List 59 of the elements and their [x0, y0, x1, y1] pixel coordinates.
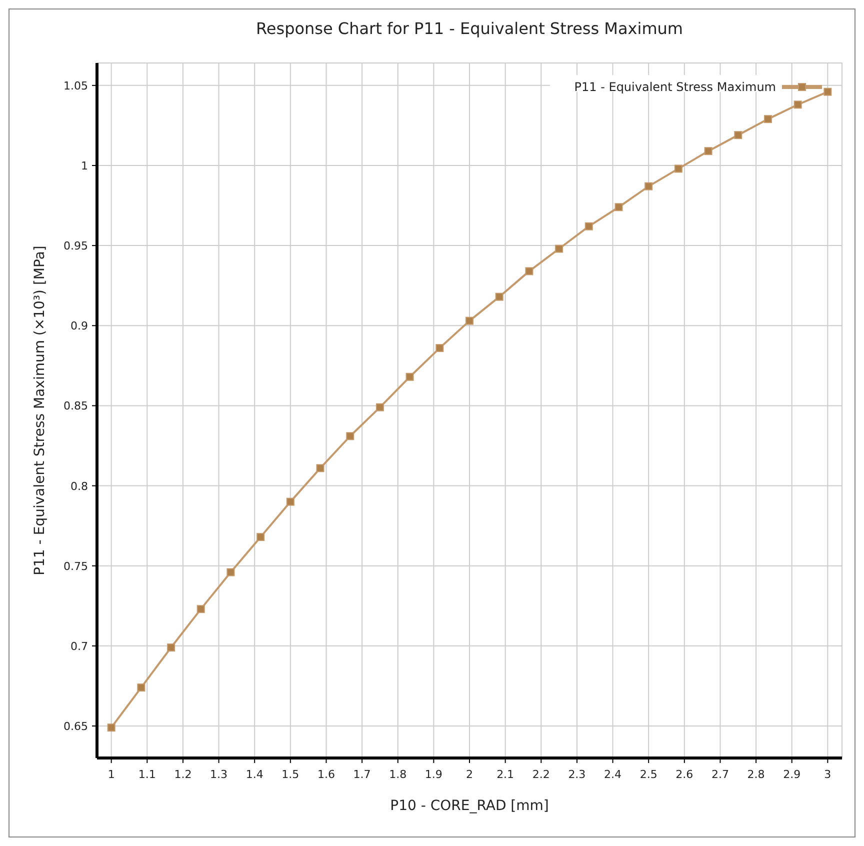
- x-tick-label: 3: [824, 768, 832, 781]
- y-tick-label: 1.05: [64, 79, 88, 92]
- y-tick-label: 0.65: [64, 720, 88, 733]
- point: [644, 182, 653, 190]
- point: [286, 498, 294, 506]
- point: [495, 292, 504, 301]
- x-tick-label: 1.9: [424, 768, 442, 781]
- point: [256, 533, 265, 542]
- x-tick-label: 1.1: [138, 768, 156, 781]
- point: [436, 344, 444, 352]
- point: [584, 222, 593, 230]
- point: [764, 115, 772, 124]
- point: [824, 88, 832, 96]
- y-tick-label: 0.9: [70, 320, 88, 333]
- x-tick-label: 2.5: [640, 768, 658, 781]
- x-tick-label: 1.4: [246, 768, 264, 781]
- x-tick-label: 1.2: [174, 768, 192, 781]
- point: [555, 244, 564, 253]
- point: [525, 267, 534, 276]
- x-tick-label: 2.2: [532, 768, 550, 781]
- point: [316, 464, 324, 472]
- x-tick-label: 1.5: [282, 768, 300, 781]
- point: [167, 644, 176, 652]
- point: [794, 100, 802, 109]
- y-tick-label: 0.95: [64, 240, 88, 253]
- y-axis-title: P11 - Equivalent Stress Maximum (×10³) [MPa]: [32, 246, 48, 576]
- x-tick-label: 1.6: [317, 768, 335, 781]
- point: [704, 147, 712, 156]
- x-tick-label: 2.7: [711, 768, 729, 781]
- x-tick-label: 2.9: [783, 768, 801, 781]
- y-tick-label: 0.85: [64, 400, 88, 413]
- x-tick-label: 1.8: [389, 768, 407, 781]
- y-tick-label: 0.8: [70, 480, 88, 493]
- point: [137, 684, 146, 692]
- point: [226, 568, 235, 576]
- point: [734, 131, 742, 140]
- x-tick-label: 1.7: [353, 768, 371, 781]
- x-axis-title: P10 - CORE_RAD [mm]: [390, 798, 549, 814]
- y-tick-label: 0.75: [64, 560, 88, 573]
- y-tick-label: 0.7: [70, 640, 88, 653]
- x-tick-label: 1.3: [210, 768, 228, 781]
- x-tick-label: 2.4: [604, 768, 622, 781]
- legend-label: P11 - Equivalent Stress Maximum: [574, 80, 776, 94]
- x-tick-label: 2.8: [747, 768, 765, 781]
- y-tick-label: 1: [81, 159, 88, 172]
- point: [376, 403, 384, 412]
- point: [406, 372, 414, 381]
- x-tick-label: 2.3: [568, 768, 586, 781]
- point: [107, 724, 116, 732]
- point: [346, 432, 354, 440]
- point: [614, 203, 623, 212]
- point: [674, 164, 682, 173]
- point: [196, 605, 205, 614]
- x-tick-label: 2.1: [496, 768, 514, 781]
- x-tick-label: 2.6: [676, 768, 694, 781]
- point: [466, 316, 474, 325]
- x-tick-label: 2: [466, 768, 473, 781]
- chart-title: Response Chart for P11 - Equivalent Stress Maximum: [256, 19, 684, 38]
- x-tick-label: 1: [108, 768, 115, 781]
